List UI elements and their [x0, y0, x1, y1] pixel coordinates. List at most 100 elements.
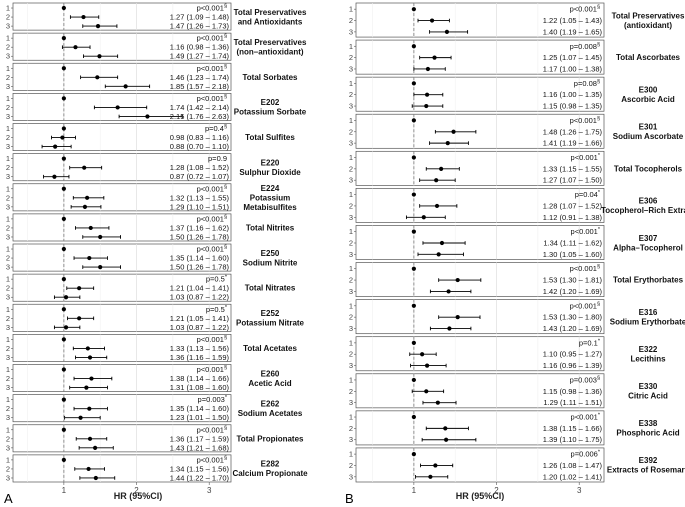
hr-point — [411, 229, 416, 234]
hr-point — [145, 114, 150, 119]
p-value-mark: § — [224, 425, 227, 431]
forest-group: 12 1.74 (1.42 – 2.14) 3 2.15 (1.76 – 2.63) p… — [6, 93, 307, 121]
row-number-label: 1 — [6, 184, 10, 193]
row-number-label: 2 — [349, 424, 353, 433]
hr-point — [81, 14, 86, 20]
hr-point — [61, 246, 66, 252]
hr-point — [455, 277, 460, 283]
p-value-label: p<0.001§ — [197, 335, 227, 344]
hr-point — [447, 326, 452, 331]
group-name-label: E252 Potassium Nitrate — [236, 309, 305, 328]
hr-point — [87, 355, 93, 360]
row-number-label: 1 — [349, 153, 353, 162]
row-number-label: 2 — [6, 464, 10, 473]
hr-ci-label: 1.03 (0.87 – 1.22) — [170, 323, 230, 332]
group-name-label: E224 Potassium Metabisulfites — [243, 184, 297, 212]
hr-point — [89, 376, 94, 381]
hr-point — [411, 303, 416, 308]
hr-point — [87, 255, 92, 261]
p-value-mark: § — [224, 335, 227, 341]
hr-point — [85, 346, 90, 351]
hr-point — [61, 216, 66, 221]
forest-group: 12 1.38 (1.14 – 1.66) 3 1.31 (1.08 – 1.60) p… — [6, 364, 292, 392]
group-name-line: Extracts of Rosemary — [607, 466, 685, 475]
group-name-line: Total Nitrites — [246, 223, 295, 232]
p-value-label: p<0.001§ — [197, 184, 227, 193]
p-value-text: p=0.008 — [570, 42, 597, 51]
group-panel-frame — [12, 303, 232, 332]
group-panel-frame — [355, 76, 605, 112]
group-name-label: Total Preservatives (antioxidant) — [612, 11, 685, 30]
p-value-label: p<0.001* — [571, 153, 601, 162]
row-number-label: 3 — [6, 383, 10, 392]
row-number-label: 3 — [6, 142, 10, 151]
row-number-label: 2 — [349, 16, 353, 25]
p-value-mark: § — [597, 42, 600, 48]
panel-label-b: B — [345, 491, 354, 506]
row-number-label: 1 — [6, 4, 10, 13]
hr-ci-label: 1.47 (1.26 – 1.73) — [170, 22, 230, 31]
group-name-line: (antioxidant) — [624, 21, 672, 30]
forest-group: 1 2 1.48 (1.26 – 1.75) 3 1.41 (1.19 – 1.66) p… — [349, 113, 684, 149]
row-number-label: 1 — [6, 425, 10, 434]
group-name-line: and Antioxidants — [238, 17, 303, 26]
hr-point — [77, 316, 82, 321]
p-value-text: p=0.003 — [570, 375, 597, 384]
hr-point — [87, 436, 93, 441]
hr-point — [425, 66, 431, 72]
hr-point — [61, 397, 66, 402]
hr-point — [61, 126, 66, 131]
group-name-line: Citric Acid — [628, 392, 668, 401]
row-number-label: 1 — [349, 338, 353, 347]
forest-group: 12 1.21 (1.04 – 1.41) 3 1.03 (0.87 – 1.22) p… — [6, 273, 296, 302]
p-value-mark: * — [598, 413, 601, 419]
x-tick-label: 2 — [134, 486, 139, 495]
group-panel-frame — [12, 424, 232, 453]
group-name-line: Acetic Acid — [248, 379, 291, 388]
row-number-label: 3 — [349, 139, 353, 148]
p-value-mark: * — [598, 190, 601, 196]
p-value-label: p<0.001§ — [197, 425, 227, 434]
row-number-label: 3 — [6, 172, 10, 181]
group-name-label: Total Preservatives and Antioxidants — [234, 8, 307, 27]
p-value-text: p<0.001 — [197, 245, 224, 254]
row-number-label: 3 — [6, 473, 10, 482]
row-number-label: 3 — [6, 112, 10, 121]
group-name-line: Calcium Propionate — [232, 469, 308, 478]
group-name-line: E262 — [261, 399, 280, 408]
group-name-label: Total Propionates — [237, 434, 305, 443]
row-number-label: 2 — [349, 127, 353, 136]
hr-ci-label: 1.16 (0.96 – 1.39) — [543, 361, 603, 370]
forest-group: 12 1.16 (0.98 – 1.36) 3 1.49 (1.27 – 1.74) p… — [6, 32, 307, 61]
hr-point — [88, 225, 93, 231]
group-name-line: Potassium Nitrate — [236, 319, 305, 328]
hr-ci-label: 1.50 (1.26 – 1.78) — [170, 232, 230, 241]
row-number-label: 2 — [6, 344, 10, 353]
hr-ci-label: 0.88 (0.70 – 1.10) — [170, 142, 230, 151]
hr-ci-label: 1.20 (1.02 – 1.41) — [543, 472, 603, 481]
hr-point — [436, 252, 441, 257]
hr-point — [87, 406, 92, 411]
group-name-line: E282 — [261, 460, 280, 469]
row-number-label: 3 — [349, 176, 353, 185]
group-name-label: E330 Citric Acid — [628, 382, 668, 401]
hr-ci-label: 1.50 (1.26 – 1.78) — [170, 263, 230, 272]
group-name-line: Potassium Sorbate — [234, 108, 307, 117]
group-panel-frame — [355, 39, 605, 75]
forest-group: 12 1.35 (1.14 – 1.60) 3 1.23 (1.01 – 1.50) p… — [6, 394, 303, 423]
p-value-mark: § — [597, 264, 600, 270]
row-number-label: 1 — [349, 227, 353, 236]
p-value-text: p<0.001 — [571, 227, 598, 236]
row-number-label: 2 — [6, 163, 10, 172]
row-number-label: 3 — [6, 323, 10, 332]
group-panel-frame — [12, 394, 232, 423]
hr-point — [98, 265, 103, 270]
hr-point — [82, 204, 88, 209]
row-number-label: 2 — [349, 350, 353, 359]
group-panel-frame — [355, 188, 605, 223]
row-number-label: 1 — [6, 455, 10, 464]
p-value-text: p=0.5 — [206, 275, 225, 284]
group-panel-frame — [12, 213, 232, 242]
group-name-line: E322 — [639, 345, 658, 354]
p-value-text: p<0.001 — [570, 264, 597, 273]
